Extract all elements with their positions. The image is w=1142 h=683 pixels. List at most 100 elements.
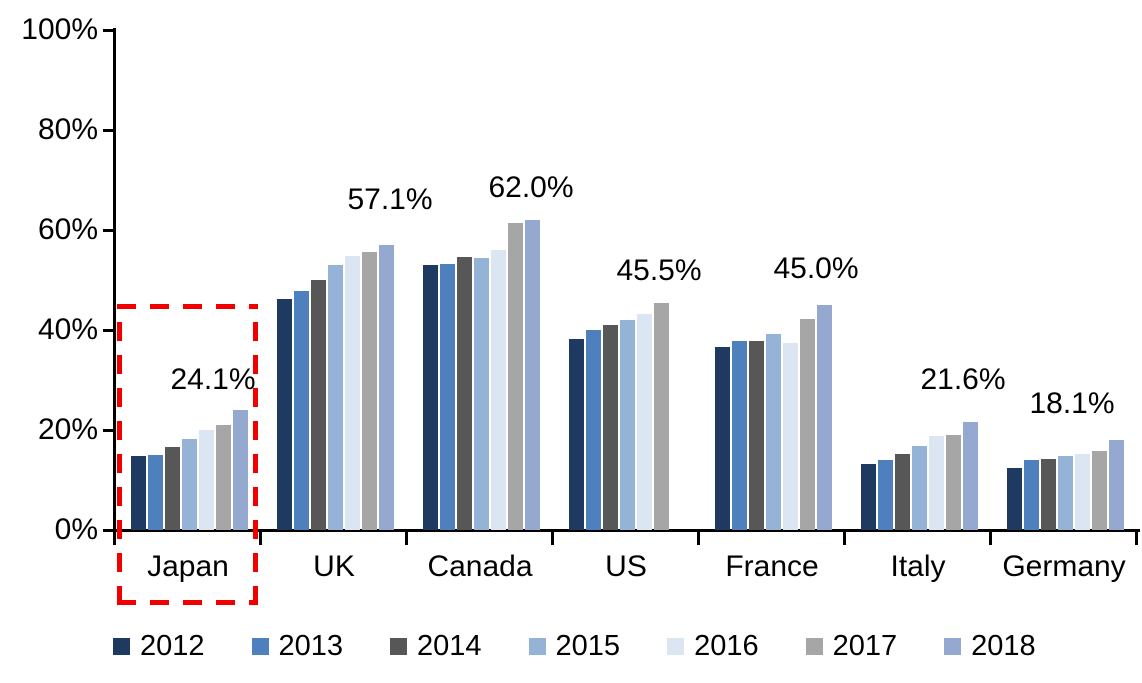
y-axis-label: 60% [37,213,98,246]
bar-japan-2018 [233,409,248,530]
data-label-uk: 57.1% [347,183,433,216]
bar-japan-2013 [148,455,163,530]
legend-item-2012: 2012 [113,631,205,661]
category-label-japan: Japan [147,550,229,583]
bar-canada-2015 [474,258,489,530]
y-axis-label: 20% [37,413,98,446]
category-label-canada: Canada [427,550,533,583]
bar-us-2015 [620,320,635,530]
bar-canada-2018 [525,220,540,530]
legend-label-2016: 2016 [694,630,759,662]
bar-us-2014 [603,325,618,530]
legend-label-2018: 2018 [971,630,1036,662]
data-label-japan: 24.1% [170,363,256,396]
category-label-us: US [605,550,647,583]
highlight-box-edge [117,304,258,309]
legend-swatch-2013 [251,637,269,655]
y-axis-tick [103,29,115,32]
y-axis-tick [103,229,115,232]
y-axis-label: 100% [21,13,98,46]
x-axis-tick [843,529,846,545]
data-label-us: 45.5% [616,254,702,287]
bar-france-2015 [766,333,781,530]
bar-japan-2012 [131,456,146,530]
bar-italy-2013 [878,460,893,530]
bar-us-2012 [569,339,584,530]
bar-france-2018 [817,305,832,530]
bar-germany-2017 [1092,451,1107,530]
legend-label-2012: 2012 [140,630,205,662]
category-label-france: France [725,550,819,583]
bar-uk-2012 [277,299,292,530]
bar-canada-2012 [423,265,438,530]
bar-france-2017 [800,319,815,530]
bar-germany-2018 [1109,439,1124,530]
legend-item-2018: 2018 [944,631,1036,661]
legend-item-2014: 2014 [390,631,482,661]
bar-japan-2014 [165,446,180,530]
bar-japan-2017 [216,425,231,530]
bar-uk-2016 [345,256,360,530]
bar-uk-2015 [328,265,343,530]
y-axis-line [113,28,116,532]
x-axis-tick [113,529,116,545]
legend-label-2013: 2013 [278,630,344,662]
y-axis-tick [103,329,115,332]
category-label-uk: UK [313,550,355,583]
x-axis-tick [697,529,700,545]
legend-label-2015: 2015 [555,630,621,662]
bar-us-2016 [637,313,652,530]
bar-germany-2012 [1007,467,1022,530]
x-axis-tick [405,529,408,545]
bar-japan-2016 [199,430,214,530]
bar-germany-2014 [1041,458,1056,530]
highlight-box-edge [253,304,258,605]
y-axis-label: 40% [37,313,98,346]
y-axis-label: 80% [37,113,98,146]
bar-canada-2017 [508,223,523,530]
x-axis-tick [259,529,262,545]
bar-uk-2017 [362,252,377,530]
bar-canada-2013 [440,263,455,530]
bar-italy-2012 [861,463,876,530]
bar-france-2014 [749,341,764,530]
legend-swatch-2016 [667,637,685,655]
y-axis-label: 0% [54,513,98,546]
x-axis-line [113,529,1140,532]
category-label-germany: Germany [1002,550,1126,583]
y-axis-tick [103,129,115,132]
bar-italy-2017 [946,435,961,530]
legend-item-2015: 2015 [528,630,621,662]
data-label-canada: 62.0% [488,171,574,204]
bar-uk-2018 [379,244,394,530]
bar-france-2012 [715,347,730,530]
highlight-box-edge [117,600,258,605]
bar-japan-2015 [182,438,197,530]
x-axis-tick [1135,529,1138,545]
bar-germany-2013 [1024,460,1039,530]
data-label-france: 45.0% [773,252,859,285]
bar-us-2013 [586,330,601,530]
legend-swatch-2015 [528,637,546,655]
y-axis-tick [103,529,115,532]
category-label-italy: Italy [890,550,946,583]
legend: 2012 2013 2014 2015 2016 2017 2018 [113,631,1036,661]
legend-label-2017: 2017 [832,630,898,662]
legend-swatch-2017 [805,637,823,655]
bar-uk-2014 [311,280,326,530]
bar-italy-2016 [929,436,944,530]
x-axis-tick [551,529,554,545]
bar-canada-2016 [491,250,506,530]
legend-label-2014: 2014 [417,630,482,662]
legend-item-2016: 2016 [667,631,759,661]
y-axis-tick [103,429,115,432]
legend-item-2013: 2013 [251,630,344,662]
bar-italy-2014 [895,454,910,530]
bar-italy-2018 [963,422,978,530]
highlight-box-edge [117,304,122,605]
legend-swatch-2014 [390,637,408,655]
bar-uk-2013 [294,291,309,530]
legend-item-2017: 2017 [805,630,898,662]
legend-swatch-2018 [944,637,962,655]
